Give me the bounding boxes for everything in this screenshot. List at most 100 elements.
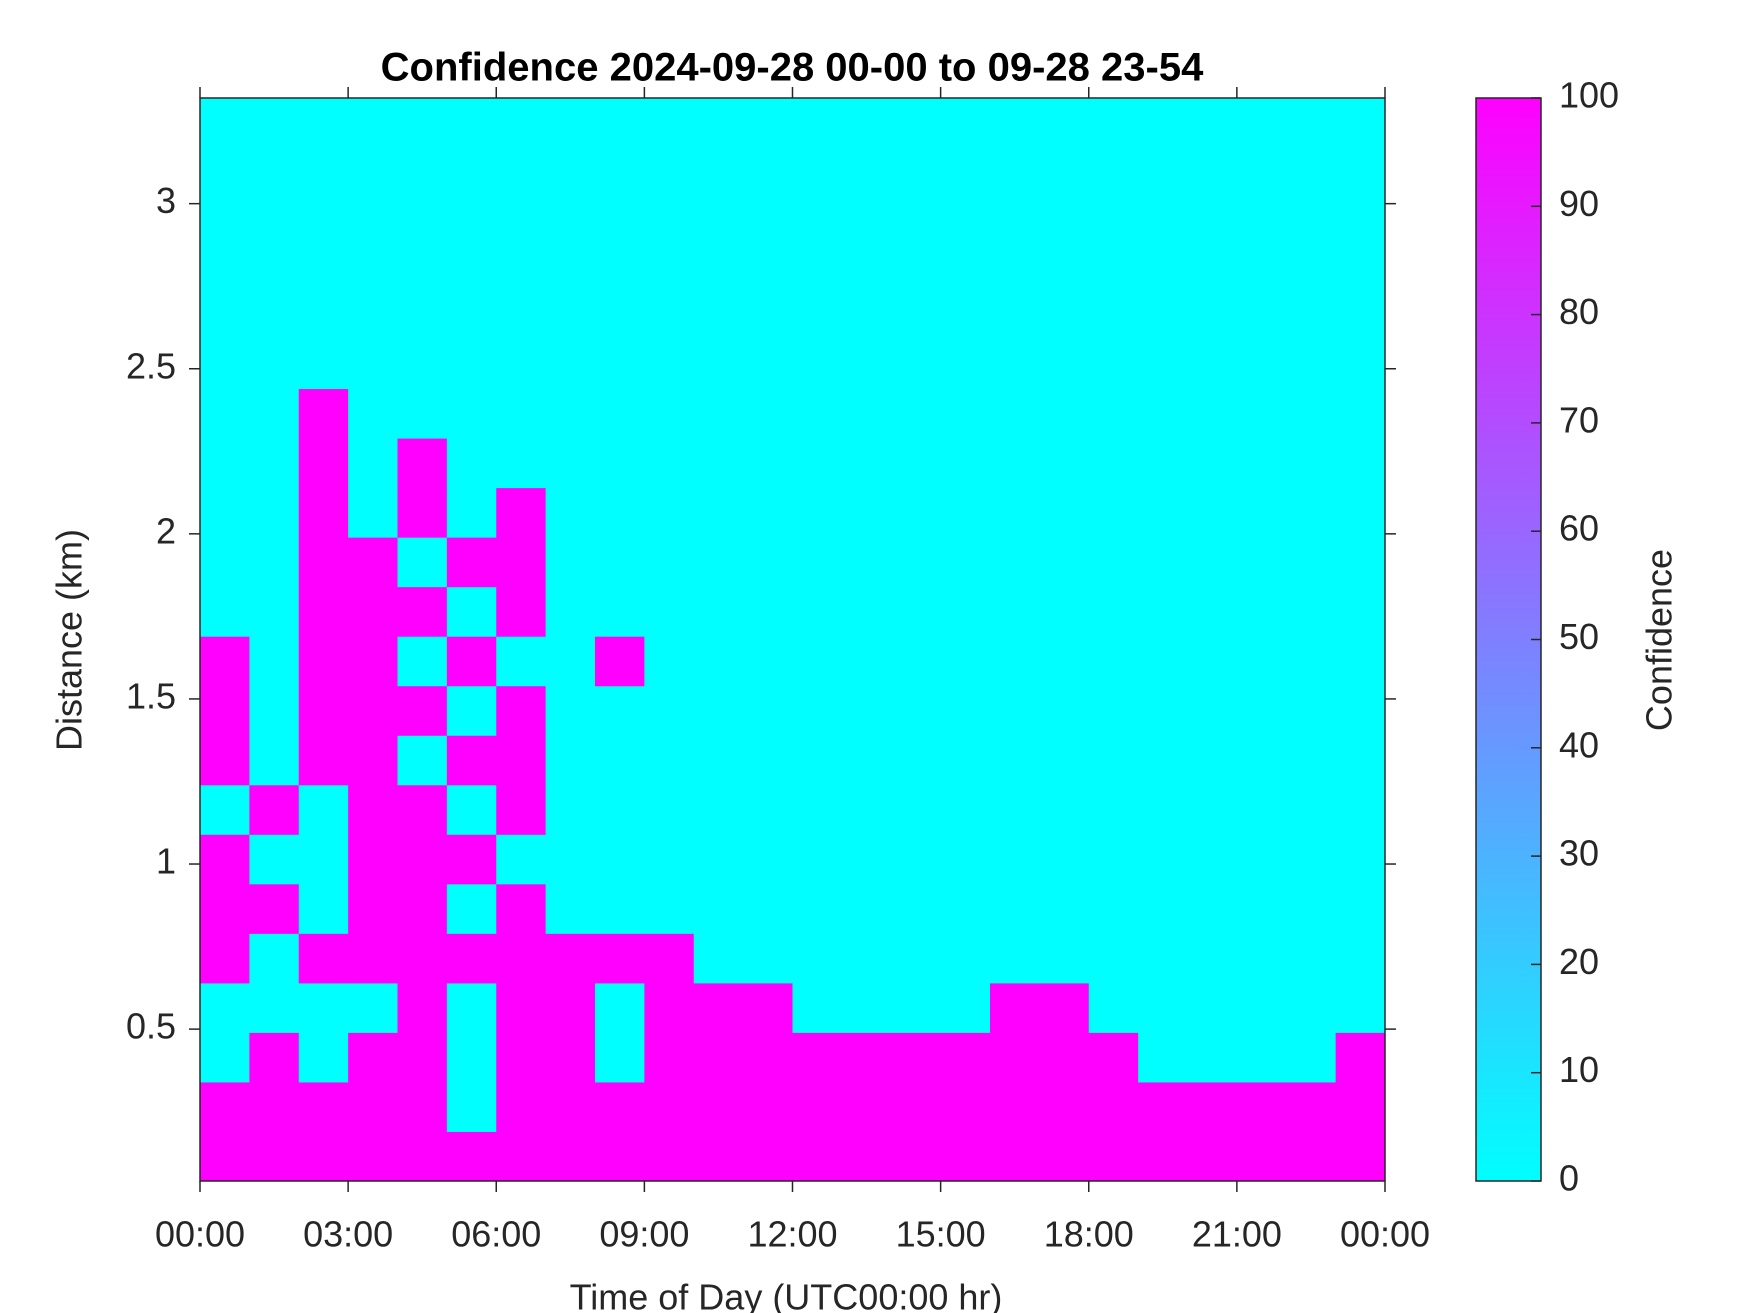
heat-cell (1286, 933, 1337, 984)
heat-cell (644, 98, 695, 142)
heat-cell (1138, 289, 1188, 340)
heat-cell (1335, 1131, 1385, 1181)
heat-cell (644, 239, 695, 291)
heat-cell (446, 98, 497, 142)
heat-cell (792, 735, 843, 786)
heat-cell (1039, 933, 1090, 984)
heat-cell (940, 982, 991, 1033)
x-axis-label: Time of Day (UTC00:00 hr) (570, 1277, 1003, 1313)
heat-cell (743, 784, 793, 835)
heat-cell (940, 537, 991, 588)
heat-cell (1088, 239, 1139, 291)
heat-cell (249, 140, 300, 191)
heat-cell (841, 239, 892, 291)
heat-cell (595, 438, 645, 489)
heat-cell (891, 1131, 942, 1181)
heat-cell (1187, 98, 1238, 142)
heat-cell (200, 438, 250, 489)
heat-cell (1187, 1032, 1238, 1083)
heat-cell (1187, 735, 1238, 786)
x-tick-label: 03:00 (303, 1214, 393, 1255)
heat-cell (595, 1032, 645, 1083)
heat-cell (1286, 1131, 1337, 1181)
heat-cell (990, 586, 1040, 637)
heat-cell (200, 685, 250, 736)
heat-cell (545, 784, 596, 835)
heat-cell (1039, 487, 1090, 538)
heat-cell (298, 339, 349, 390)
heat-cell (1236, 982, 1287, 1033)
heat-cell (644, 784, 695, 835)
heat-cell (298, 636, 349, 687)
x-tick-label: 09:00 (599, 1214, 689, 1255)
heat-cell (1236, 883, 1287, 934)
heat-cell (891, 883, 942, 934)
heat-cell (1236, 933, 1287, 984)
heat-cell (200, 537, 250, 588)
heat-cell (496, 438, 547, 489)
heat-cell (1088, 537, 1139, 588)
heat-cell (792, 289, 843, 340)
heat-cell (249, 537, 300, 588)
heat-cell (743, 834, 793, 885)
heat-cell (990, 933, 1040, 984)
heat-cell (891, 685, 942, 736)
heat-cell (446, 140, 497, 191)
heat-cell (841, 1131, 892, 1181)
heat-cell (1335, 98, 1385, 142)
heat-cell (496, 140, 547, 191)
heat-cell (249, 339, 300, 390)
heat-cell (446, 834, 497, 885)
heat-cell (595, 487, 645, 538)
heat-cell (1187, 190, 1238, 241)
heat-cell (397, 834, 448, 885)
heat-cell (446, 487, 497, 538)
heat-cell (891, 289, 942, 340)
heat-cell (1138, 98, 1188, 142)
heat-cell (1236, 685, 1287, 736)
heat-cell (200, 982, 250, 1033)
heat-cell (743, 289, 793, 340)
heat-cell (200, 834, 250, 885)
colorbar-tick-label: 20 (1559, 941, 1599, 982)
heat-cell (1286, 190, 1337, 241)
heat-cell (496, 339, 547, 390)
heat-cell (200, 339, 250, 390)
heat-cell (792, 1081, 843, 1132)
heat-cell (743, 537, 793, 588)
heat-cell (545, 438, 596, 489)
heat-cell (496, 933, 547, 984)
heat-cell (693, 98, 744, 142)
x-tick-label: 21:00 (1192, 1214, 1282, 1255)
heat-cell (891, 933, 942, 984)
heat-cell (348, 636, 398, 687)
heat-cell (1286, 438, 1337, 489)
colorbar-tick-label: 60 (1559, 508, 1599, 549)
heat-cell (348, 239, 398, 291)
heat-cell (792, 834, 843, 885)
heat-cell (792, 438, 843, 489)
heat-cell (1088, 438, 1139, 489)
heat-cell (249, 933, 300, 984)
heat-cell (940, 1131, 991, 1181)
heat-cell (940, 834, 991, 885)
heat-cell (1335, 239, 1385, 291)
heat-cell (496, 388, 547, 439)
y-tick-label: 2 (156, 510, 176, 551)
heat-cell (496, 784, 547, 835)
heat-cell (990, 388, 1040, 439)
heat-cell (1236, 388, 1287, 439)
heat-cell (644, 487, 695, 538)
heat-cell (792, 982, 843, 1033)
heat-cell (1335, 438, 1385, 489)
heat-cell (249, 883, 300, 934)
heat-cell (1286, 982, 1337, 1033)
heat-cell (249, 1131, 300, 1181)
heat-cell (693, 140, 744, 191)
colorbar-label: Confidence (1639, 549, 1680, 731)
heat-cell (990, 685, 1040, 736)
heat-cell (1286, 636, 1337, 687)
heat-cell (545, 586, 596, 637)
heat-cell (644, 586, 695, 637)
heat-cell (1039, 438, 1090, 489)
